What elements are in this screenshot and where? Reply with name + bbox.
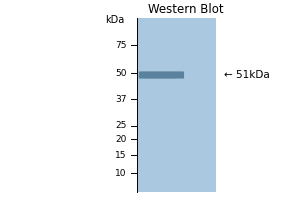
Text: 50: 50 [116, 68, 127, 77]
Bar [138, 18, 216, 192]
Text: 75: 75 [116, 40, 127, 49]
Text: 15: 15 [116, 150, 127, 160]
Text: 25: 25 [116, 121, 127, 130]
Text: 37: 37 [116, 95, 127, 104]
Text: kDa: kDa [105, 15, 124, 25]
Text: Western Blot: Western Blot [148, 3, 224, 16]
Text: 10: 10 [116, 168, 127, 178]
Text: ← 51kDa: ← 51kDa [224, 70, 269, 80]
FancyBboxPatch shape [139, 71, 184, 79]
Text: 20: 20 [116, 134, 127, 144]
